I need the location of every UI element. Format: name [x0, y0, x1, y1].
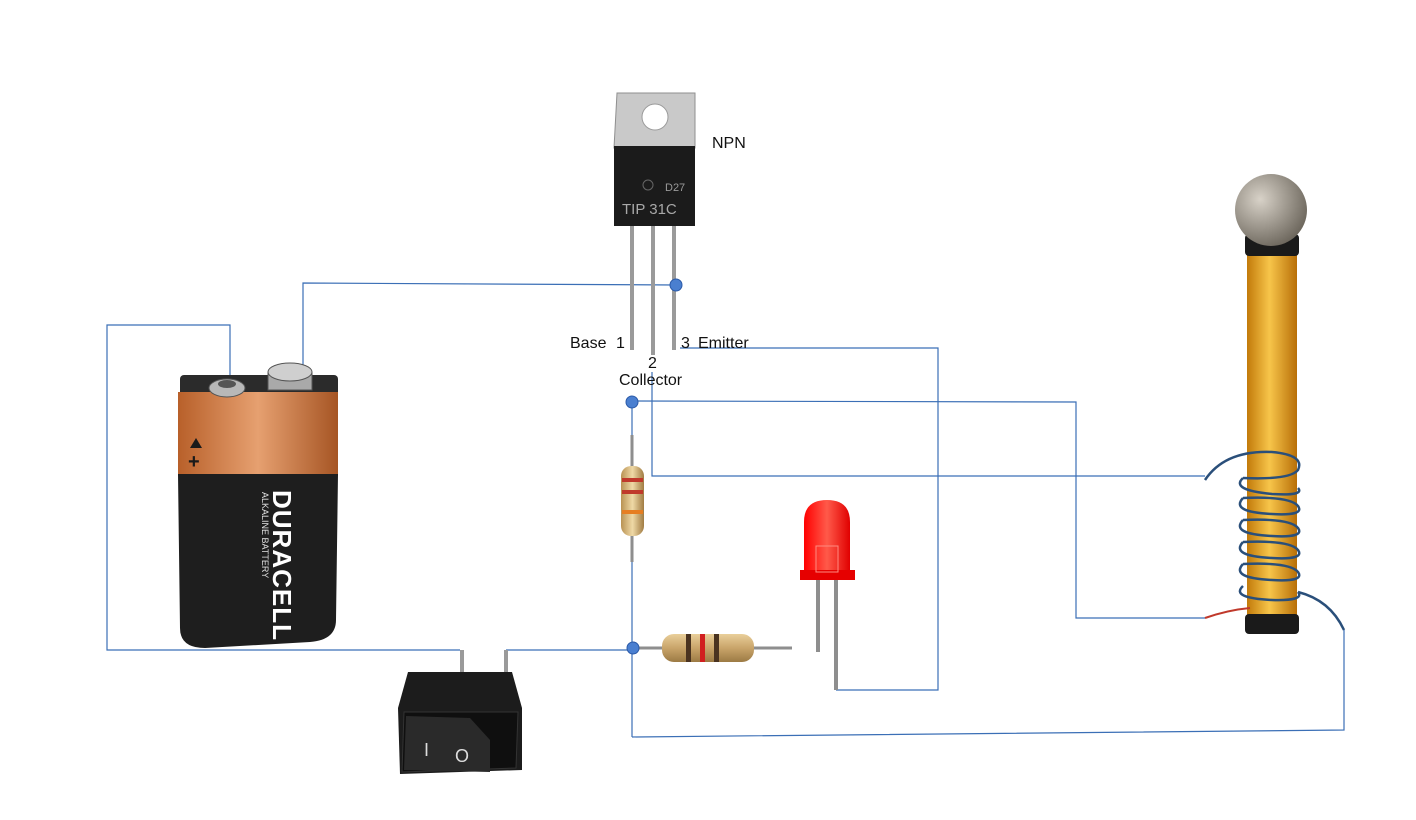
battery-terminal-positive-top [267, 362, 313, 382]
switch-on-mark: I [424, 740, 429, 760]
switch-off-mark: O [455, 746, 469, 766]
wire-bottom-return [631, 630, 1345, 738]
wire-battery-to-base-junction [302, 282, 677, 368]
pin-collector-label: Collector [619, 372, 683, 389]
battery-copper-band [178, 392, 338, 476]
transistor-tip31c: D27 TIP 31C [613, 92, 696, 355]
pin1-number: 1 [616, 335, 625, 352]
resistor-horizontal-band-3 [714, 634, 719, 662]
transistor-body [614, 146, 695, 226]
battery-arrow-icon [190, 438, 202, 448]
wire-battery-left-loop [106, 324, 460, 651]
pin-emitter-label: Emitter [698, 335, 749, 352]
wire-collector-junction-to-coil [631, 400, 1205, 619]
coil-core [1247, 248, 1297, 626]
battery-plus-sign: + [188, 451, 200, 473]
wire-collector-to-coil-top [651, 372, 1205, 477]
rocker-switch: I O [398, 650, 522, 774]
led-base-rim [800, 570, 855, 580]
switch-pin-right [504, 650, 508, 676]
wire-emitter-to-led [680, 347, 939, 691]
wires [106, 282, 1345, 738]
tesla-coil [1203, 174, 1346, 634]
led-dome [804, 500, 850, 572]
battery-type: ALKALINE BATTERY [260, 492, 270, 578]
battery-brand: DURACELL [267, 490, 297, 641]
resistor-vertical-band-3 [622, 510, 643, 514]
battery-9v: + DURACELL ALKALINE BATTERY [178, 362, 338, 648]
transistor-logo-icon [642, 179, 654, 191]
resistor-horizontal-body [662, 634, 754, 662]
resistor-vertical-band-2 [622, 490, 643, 494]
coil-winding [1203, 450, 1346, 631]
switch-pin-left [460, 650, 464, 676]
resistor-vertical-band-1 [622, 478, 643, 482]
coil-bottom-cap [1245, 614, 1299, 634]
pin-base-label: Base [570, 335, 607, 352]
transistor-code: D27 [665, 182, 685, 194]
led-red [800, 500, 855, 690]
junction-node-bottom [626, 641, 640, 655]
coil-primary-red-lead [1204, 607, 1251, 619]
transistor-mount-hole [641, 103, 669, 131]
transistor-type-label: NPN [712, 135, 746, 152]
led-inner-frame [815, 545, 839, 573]
pin3-number: 3 [681, 335, 690, 352]
resistor-horizontal-band-1 [686, 634, 691, 662]
pin2-number: 2 [648, 355, 657, 372]
transistor-part-number: TIP 31C [622, 201, 677, 218]
coil-top-sphere [1235, 174, 1307, 246]
resistor-vertical-body [621, 466, 644, 536]
resistor-horizontal [634, 634, 792, 662]
battery-terminal-negative-inner [218, 380, 236, 388]
switch-rocker-highlight [404, 716, 490, 772]
junction-node-base [669, 278, 683, 292]
resistor-horizontal-band-2 [700, 634, 705, 662]
battery-black-body [178, 474, 338, 648]
junction-node-collector [625, 395, 639, 409]
resistor-vertical [621, 435, 644, 562]
